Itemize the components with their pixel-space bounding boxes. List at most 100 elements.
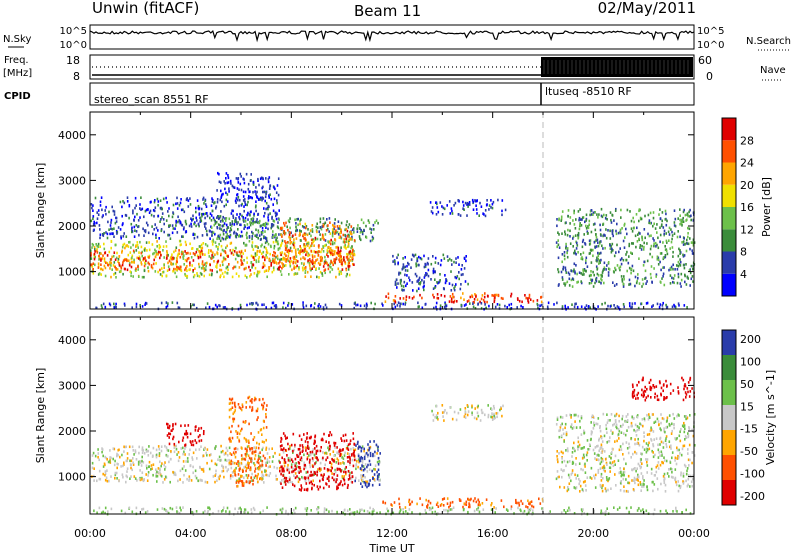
vel-cell — [258, 447, 260, 450]
vel-cell — [614, 460, 616, 463]
vel-cell — [289, 478, 291, 481]
power-cell — [235, 247, 237, 250]
vel-cell — [362, 465, 364, 468]
power-cell — [310, 275, 312, 278]
vel-cell — [300, 484, 302, 487]
power-cell — [583, 233, 585, 236]
power-cell — [592, 271, 594, 274]
power-cell — [432, 206, 434, 209]
power-cell — [105, 206, 107, 209]
power-cell — [166, 219, 168, 222]
power-cell — [421, 258, 423, 261]
vel-cell — [238, 481, 240, 484]
power-cell — [690, 215, 692, 218]
vel-cell — [466, 503, 468, 506]
power-cell — [434, 286, 436, 289]
vel-cell — [491, 502, 493, 505]
power-cell — [311, 304, 313, 307]
power-cell — [402, 303, 404, 306]
power-cell — [232, 210, 234, 213]
power-cell — [440, 201, 442, 204]
power-cell — [202, 260, 204, 263]
power-cell — [556, 218, 558, 221]
vel-cell — [294, 444, 296, 447]
power-cell — [160, 218, 162, 221]
vel-cell — [127, 452, 129, 455]
power-cell — [648, 214, 650, 217]
power-cell — [174, 272, 176, 275]
vel-cell — [164, 461, 166, 464]
power-cell — [571, 303, 573, 306]
power-cell — [332, 228, 334, 231]
vel-cell — [183, 437, 185, 440]
power-cell — [272, 260, 274, 263]
vel-cell — [161, 450, 163, 453]
power-cell — [259, 271, 261, 274]
power-cell — [302, 304, 304, 307]
power-cell — [691, 265, 693, 268]
power-cell — [199, 266, 201, 269]
vel-cell — [305, 440, 307, 443]
vel-cell — [225, 459, 227, 462]
power-cell — [235, 235, 237, 238]
power-cell — [115, 276, 117, 279]
power-cell — [123, 260, 125, 263]
power-cell — [320, 218, 322, 221]
power-cell — [239, 255, 241, 258]
vel-cell — [190, 465, 192, 468]
power-cell — [573, 212, 575, 215]
vel-cell — [332, 477, 334, 480]
vel-cell — [223, 470, 225, 473]
power-cell — [398, 301, 400, 304]
power-cell — [264, 200, 266, 203]
power-cell — [226, 245, 228, 248]
power-cell — [610, 219, 612, 222]
power-cell — [679, 223, 681, 226]
power-cell — [258, 198, 260, 201]
power-cell — [596, 213, 598, 216]
vel-cell — [355, 477, 357, 480]
vel-cell — [325, 452, 327, 455]
vel-cell — [207, 481, 209, 484]
vel-cell — [116, 477, 118, 480]
power-cell — [220, 190, 222, 193]
vel-cell — [156, 456, 158, 459]
power-cell — [352, 228, 354, 231]
power-cell — [222, 219, 224, 222]
power-cell — [610, 305, 612, 308]
power-cell — [166, 201, 168, 204]
power-cell — [311, 239, 313, 242]
power-cell — [483, 299, 485, 302]
power-cell — [197, 236, 199, 239]
vel-cell — [565, 423, 567, 426]
vel-cell — [656, 471, 658, 474]
power-cell — [325, 268, 327, 271]
power-cell — [664, 284, 666, 287]
vel-cell — [169, 481, 171, 484]
power-cell — [456, 300, 458, 303]
power-cell — [592, 213, 594, 216]
power-cell — [477, 298, 479, 301]
power-cell — [251, 261, 253, 264]
vel-cell — [179, 478, 181, 481]
vel-cell — [148, 454, 150, 457]
vel-cell — [295, 462, 297, 465]
power-cell — [321, 257, 323, 260]
vel-cell — [362, 479, 364, 482]
power-cell — [241, 263, 243, 266]
power-cell — [482, 294, 484, 297]
vel-cell — [242, 406, 244, 409]
power-cell — [284, 240, 286, 243]
vel-cell — [666, 460, 668, 463]
power-cell — [289, 249, 291, 252]
power-cell — [177, 216, 179, 219]
power-cell — [232, 223, 234, 226]
power-cell — [652, 225, 654, 228]
power-cell — [462, 201, 464, 204]
power-cell — [190, 203, 192, 206]
power-cell — [649, 235, 651, 238]
power-cell — [597, 305, 599, 308]
power-cell — [691, 249, 693, 252]
vel-cell — [232, 437, 234, 440]
vel-cell — [676, 463, 678, 466]
